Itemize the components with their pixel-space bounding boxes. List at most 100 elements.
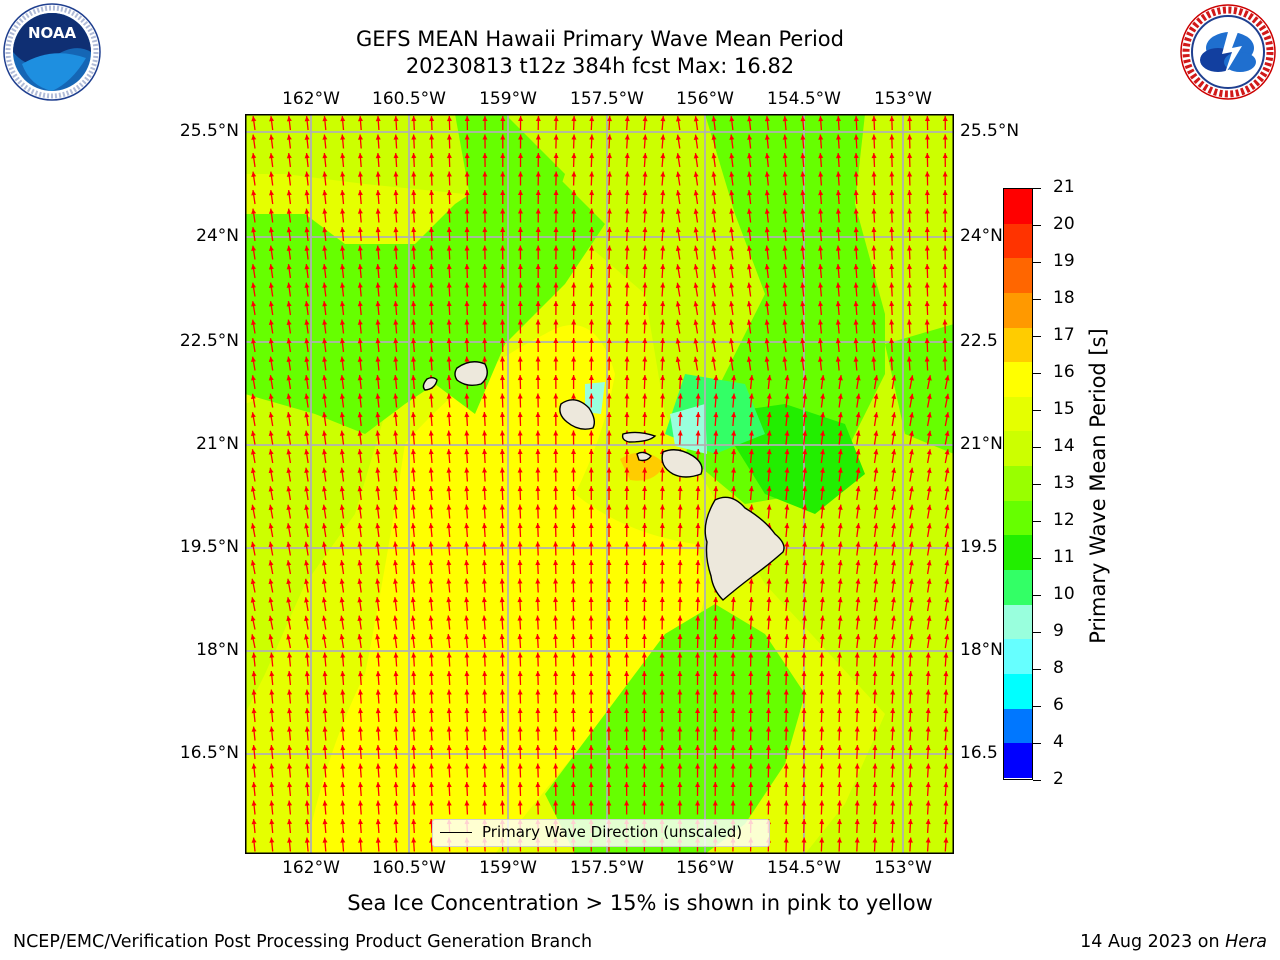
wave-arrow-head xyxy=(907,837,913,843)
wave-arrow-head xyxy=(713,449,719,455)
wave-arrow-head xyxy=(375,153,381,159)
wave-arrow-head xyxy=(800,264,806,270)
wave-arrow-head xyxy=(642,504,648,510)
wave-arrow-head xyxy=(713,486,719,492)
wave-arrow-head xyxy=(304,319,310,325)
wave-arrow-head xyxy=(340,837,346,843)
wave-arrow-head xyxy=(677,634,683,640)
wave-arrow-head xyxy=(517,597,523,603)
wave-arrow-head xyxy=(606,338,612,344)
wave-arrow-head xyxy=(340,208,346,214)
wave-arrow-head xyxy=(428,319,434,325)
wave-arrow-head xyxy=(891,449,897,455)
wave-arrow-head xyxy=(731,486,737,492)
wave-arrow-head xyxy=(711,116,717,122)
wave-arrow-head xyxy=(339,430,345,436)
wave-arrow-head xyxy=(800,227,806,233)
field-band-12-n xyxy=(455,114,565,234)
wave-arrow-head xyxy=(588,745,594,751)
wave-arrow-head xyxy=(481,560,487,566)
wave-arrow-head xyxy=(464,245,470,251)
wave-arrow-head xyxy=(499,652,505,658)
wave-arrow-head xyxy=(251,134,257,140)
wave-arrow-head xyxy=(571,134,577,140)
wave-arrow-head xyxy=(802,412,808,418)
wave-arrow-head xyxy=(393,486,399,492)
wave-arrow-head xyxy=(553,449,559,455)
wave-arrow-head xyxy=(730,800,736,806)
wave-arrow-head xyxy=(553,375,559,381)
wave-arrow-head xyxy=(677,763,683,769)
wave-arrow-head xyxy=(817,356,823,362)
wave-arrow-head xyxy=(588,319,594,325)
wave-arrow-head xyxy=(393,671,399,677)
lon-tick-bottom: 154.5°W xyxy=(767,858,841,878)
wave-arrow-head xyxy=(729,282,735,288)
colorbar-segment xyxy=(1004,673,1032,709)
wave-arrow-head xyxy=(269,819,275,825)
wave-arrow-head xyxy=(642,541,648,547)
wave-arrow-head xyxy=(766,504,772,510)
wave-arrow-head xyxy=(250,523,256,529)
wave-arrow-head xyxy=(428,800,434,806)
wave-arrow-head xyxy=(322,171,328,177)
wave-arrow-head xyxy=(801,726,807,732)
wave-arrow-head xyxy=(589,208,595,214)
wave-arrow-head xyxy=(782,319,788,325)
wave-arrow-head xyxy=(517,726,523,732)
wave-arrow-head xyxy=(730,652,736,658)
wave-arrow-head xyxy=(748,634,754,640)
wave-arrow-head xyxy=(711,356,717,363)
wave-arrow-head xyxy=(553,615,559,621)
wave-arrow-head xyxy=(410,597,416,603)
wave-arrow-head xyxy=(339,541,345,547)
wave-arrow-head xyxy=(535,282,541,288)
wave-arrow-head xyxy=(322,782,328,788)
wave-arrow-head xyxy=(482,671,488,677)
wave-arrow-head xyxy=(889,264,895,270)
wave-arrow-head xyxy=(393,245,399,251)
wave-arrow-head xyxy=(729,319,735,325)
wave-arrow-head xyxy=(411,264,417,270)
wave-arrow-head xyxy=(571,301,577,307)
wave-arrow-head xyxy=(251,356,256,363)
wave-arrow-head xyxy=(499,745,505,751)
wave-arrow-head xyxy=(358,652,364,658)
wave-arrow-head xyxy=(339,356,345,362)
wave-arrow-head xyxy=(517,671,523,677)
wave-arrow-head xyxy=(553,597,559,603)
wave-arrow-head xyxy=(802,634,807,640)
wave-arrow-head xyxy=(907,671,913,677)
wave-arrow-head xyxy=(942,171,948,177)
wave-arrow-head xyxy=(375,412,381,418)
wave-arrow-head xyxy=(304,208,310,214)
wave-arrow-head xyxy=(481,523,487,529)
wave-arrow-head xyxy=(942,208,948,214)
wave-arrow-head xyxy=(606,282,612,288)
wave-arrow-head xyxy=(482,745,488,751)
wave-arrow-head xyxy=(764,245,770,251)
wave-arrow-head xyxy=(624,171,630,177)
wave-arrow-head xyxy=(535,412,541,418)
wave-arrow-head xyxy=(836,819,842,825)
wave-arrow-head xyxy=(624,227,630,233)
wave-arrow-head xyxy=(642,523,648,529)
wave-arrow-head xyxy=(695,430,701,436)
wave-arrow-head xyxy=(766,486,772,492)
wave-arrow-head xyxy=(942,301,948,307)
wave-arrow-head xyxy=(624,190,630,196)
wave-arrow-head xyxy=(393,541,399,547)
wave-arrow-head xyxy=(729,171,735,177)
wave-arrow-head xyxy=(800,134,806,140)
wave-arrow-head xyxy=(729,153,735,159)
wave-arrow-head xyxy=(942,153,948,159)
wave-arrow-head xyxy=(446,467,452,473)
wave-arrow-head xyxy=(322,116,328,122)
wave-arrow-head xyxy=(339,597,345,603)
wave-arrow-head xyxy=(944,560,950,566)
wave-arrow-head xyxy=(499,430,505,436)
wave-arrow-head xyxy=(339,578,345,584)
wave-arrow-head xyxy=(393,171,399,177)
wave-arrow-head xyxy=(802,504,808,510)
wave-arrow-head xyxy=(588,375,594,381)
